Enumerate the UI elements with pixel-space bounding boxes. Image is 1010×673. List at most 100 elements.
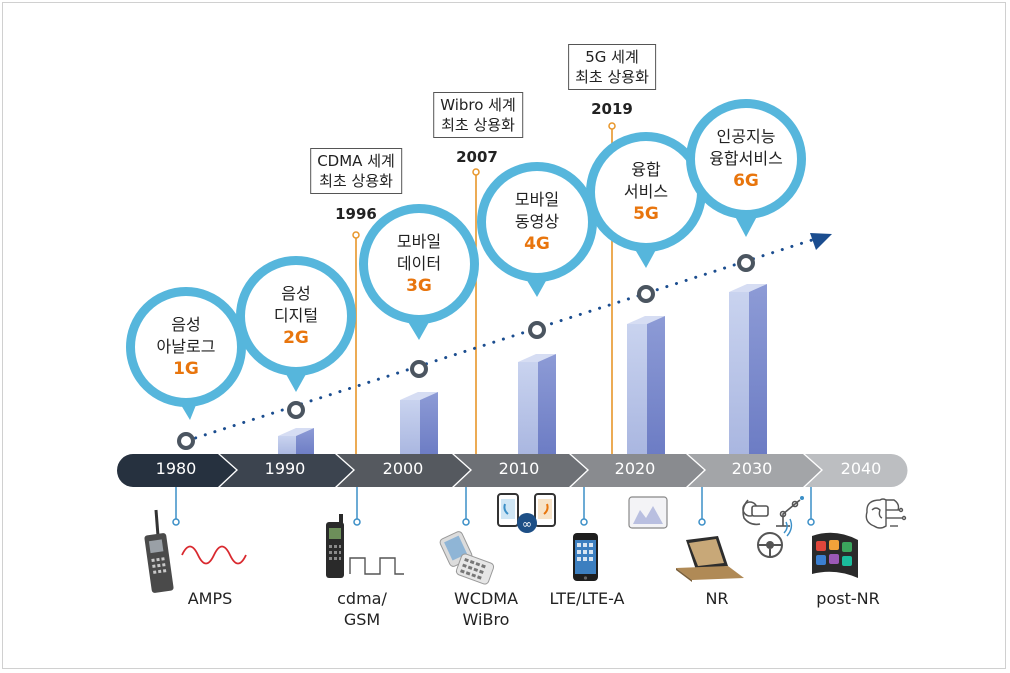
video-call-phones-icon: ∞	[497, 493, 556, 533]
tech-label-nr: NR	[705, 588, 728, 609]
marker-2g	[287, 401, 305, 419]
arrow-head-icon	[810, 233, 832, 250]
bubble-3g: 모바일 데이터 3G	[359, 204, 479, 324]
milestone-dot-1996	[352, 231, 360, 239]
bubble-1g-generation: 1G	[173, 359, 199, 379]
segment-1990	[220, 454, 353, 487]
bubble-3g-generation: 3G	[406, 276, 432, 296]
bubble-1g-line2: 아날로그	[156, 337, 216, 356]
tech-post-nr-line1: post-NR	[816, 589, 880, 608]
steering-wheel-icon	[757, 518, 793, 558]
trend-arrow	[184, 233, 832, 443]
robot-arm-icon	[776, 496, 804, 527]
bubble-6g-generation: 6G	[733, 171, 759, 191]
tech-cdma-line1: cdma/	[337, 589, 387, 608]
timeline-label-2020: 2020	[614, 459, 656, 478]
tech-amps-line1: AMPS	[187, 589, 233, 608]
marker-1g	[177, 432, 195, 450]
milestone-lines	[352, 122, 616, 455]
milestone-cdma-line1: CDMA 세계	[317, 152, 395, 170]
timeline-bar	[117, 454, 908, 487]
bubble-5g-line2: 서비스	[623, 182, 669, 201]
milestone-year-1996: 1996	[335, 205, 377, 223]
sine-wave-icon	[181, 545, 247, 565]
ai-brain-icon	[865, 498, 907, 529]
milestone-callout-cdma: CDMA 세계 최초 상용화	[310, 148, 402, 194]
timeline-label-2040: 2040	[840, 459, 882, 478]
milestone-callout-5g: 5G 세계 최초 상용화	[568, 44, 656, 90]
timeline-label-2030: 2030	[731, 459, 773, 478]
tech-wcdma-line1: WCDMA	[453, 589, 519, 608]
timeline-label-2000: 2000	[382, 459, 424, 478]
bubble-3g-line1: 모바일	[396, 232, 442, 251]
bars	[278, 284, 767, 456]
milestone-dot-2007	[472, 168, 480, 176]
tech-label-wcdma-wibro: WCDMA WiBro	[454, 588, 518, 630]
bubble-4g-generation: 4G	[524, 234, 550, 254]
bubble-2g-line2: 디지털	[273, 306, 319, 325]
milestone-wibro-line2: 최초 상용화	[441, 116, 515, 134]
flip-phone-icon	[439, 531, 495, 585]
milestone-callout-wibro: Wibro 세계 최초 상용화	[433, 92, 523, 138]
tech-wcdma-line2: WiBro	[462, 610, 510, 629]
bubble-1g-line1: 음성	[171, 315, 201, 334]
marker-6g	[737, 254, 755, 272]
feature-phone-icon	[326, 514, 344, 578]
vr-headset-icon	[742, 499, 769, 526]
laptop-icon	[676, 536, 744, 582]
bubble-2g-generation: 2G	[283, 328, 309, 348]
milestone-dot-2019	[608, 122, 616, 130]
bubble-1g: 음성 아날로그 1G	[126, 287, 246, 407]
bubble-5g-generation: 5G	[633, 204, 659, 224]
bubble-6g: 인공지능 융합서비스 6G	[686, 99, 806, 219]
timeline-label-1980: 1980	[155, 459, 197, 478]
milestone-cdma-line2: 최초 상용화	[319, 172, 393, 190]
marker-4g	[528, 321, 546, 339]
segment-1980	[117, 454, 236, 487]
tech-label-lte: LTE/LTE-A	[550, 588, 625, 609]
tech-label-post-nr: post-NR	[816, 588, 879, 609]
timeline-label-2010: 2010	[498, 459, 540, 478]
bubble-2g-line1: 음성	[281, 284, 311, 303]
bubble-3g-line2: 데이터	[396, 254, 442, 273]
tech-pins	[172, 487, 815, 526]
segment-2040	[805, 454, 908, 487]
tech-cdma-line2: GSM	[343, 610, 381, 629]
milestone-wibro-line1: Wibro 세계	[440, 96, 516, 114]
bubble-6g-line2: 융합서비스	[709, 149, 783, 168]
milestone-year-2019: 2019	[591, 100, 633, 118]
timeline-label-1990: 1990	[264, 459, 306, 478]
segment-2000	[337, 454, 470, 487]
tech-lte-line1: LTE/LTE-A	[549, 589, 625, 608]
bar-4g	[518, 354, 556, 456]
segment-2010	[454, 454, 587, 487]
bar-2g	[278, 428, 314, 456]
marker-3g	[410, 360, 428, 378]
milestone-year-2007: 2007	[456, 148, 498, 166]
svg-text:∞: ∞	[522, 517, 532, 531]
segment-2030	[688, 454, 821, 487]
milestone-5g-line2: 최초 상용화	[575, 68, 649, 86]
tech-nr-line1: NR	[705, 589, 729, 608]
generation-markers	[177, 254, 755, 450]
bubble-4g-line1: 모바일	[514, 190, 560, 209]
smartphone-icon	[573, 533, 598, 581]
bubble-2g: 음성 디지털 2G	[236, 256, 356, 376]
tech-label-amps: AMPS	[188, 588, 233, 609]
milestone-5g-line1: 5G 세계	[585, 48, 639, 66]
bubble-5g-line1: 융합	[631, 160, 661, 179]
bubble-4g: 모바일 동영상 4G	[477, 162, 597, 282]
bar-3g	[400, 392, 438, 456]
brick-phone-icon	[144, 509, 174, 593]
tablet-icon	[628, 496, 668, 529]
tech-label-cdma-gsm: cdma/ GSM	[337, 588, 387, 630]
marker-5g	[637, 285, 655, 303]
bar-5g	[627, 316, 665, 456]
bubble-6g-line1: 인공지능	[716, 127, 776, 146]
bar-6g	[729, 284, 767, 456]
square-wave-icon	[349, 557, 404, 575]
segment-2020	[571, 454, 704, 487]
bubble-4g-line2: 동영상	[514, 212, 560, 231]
